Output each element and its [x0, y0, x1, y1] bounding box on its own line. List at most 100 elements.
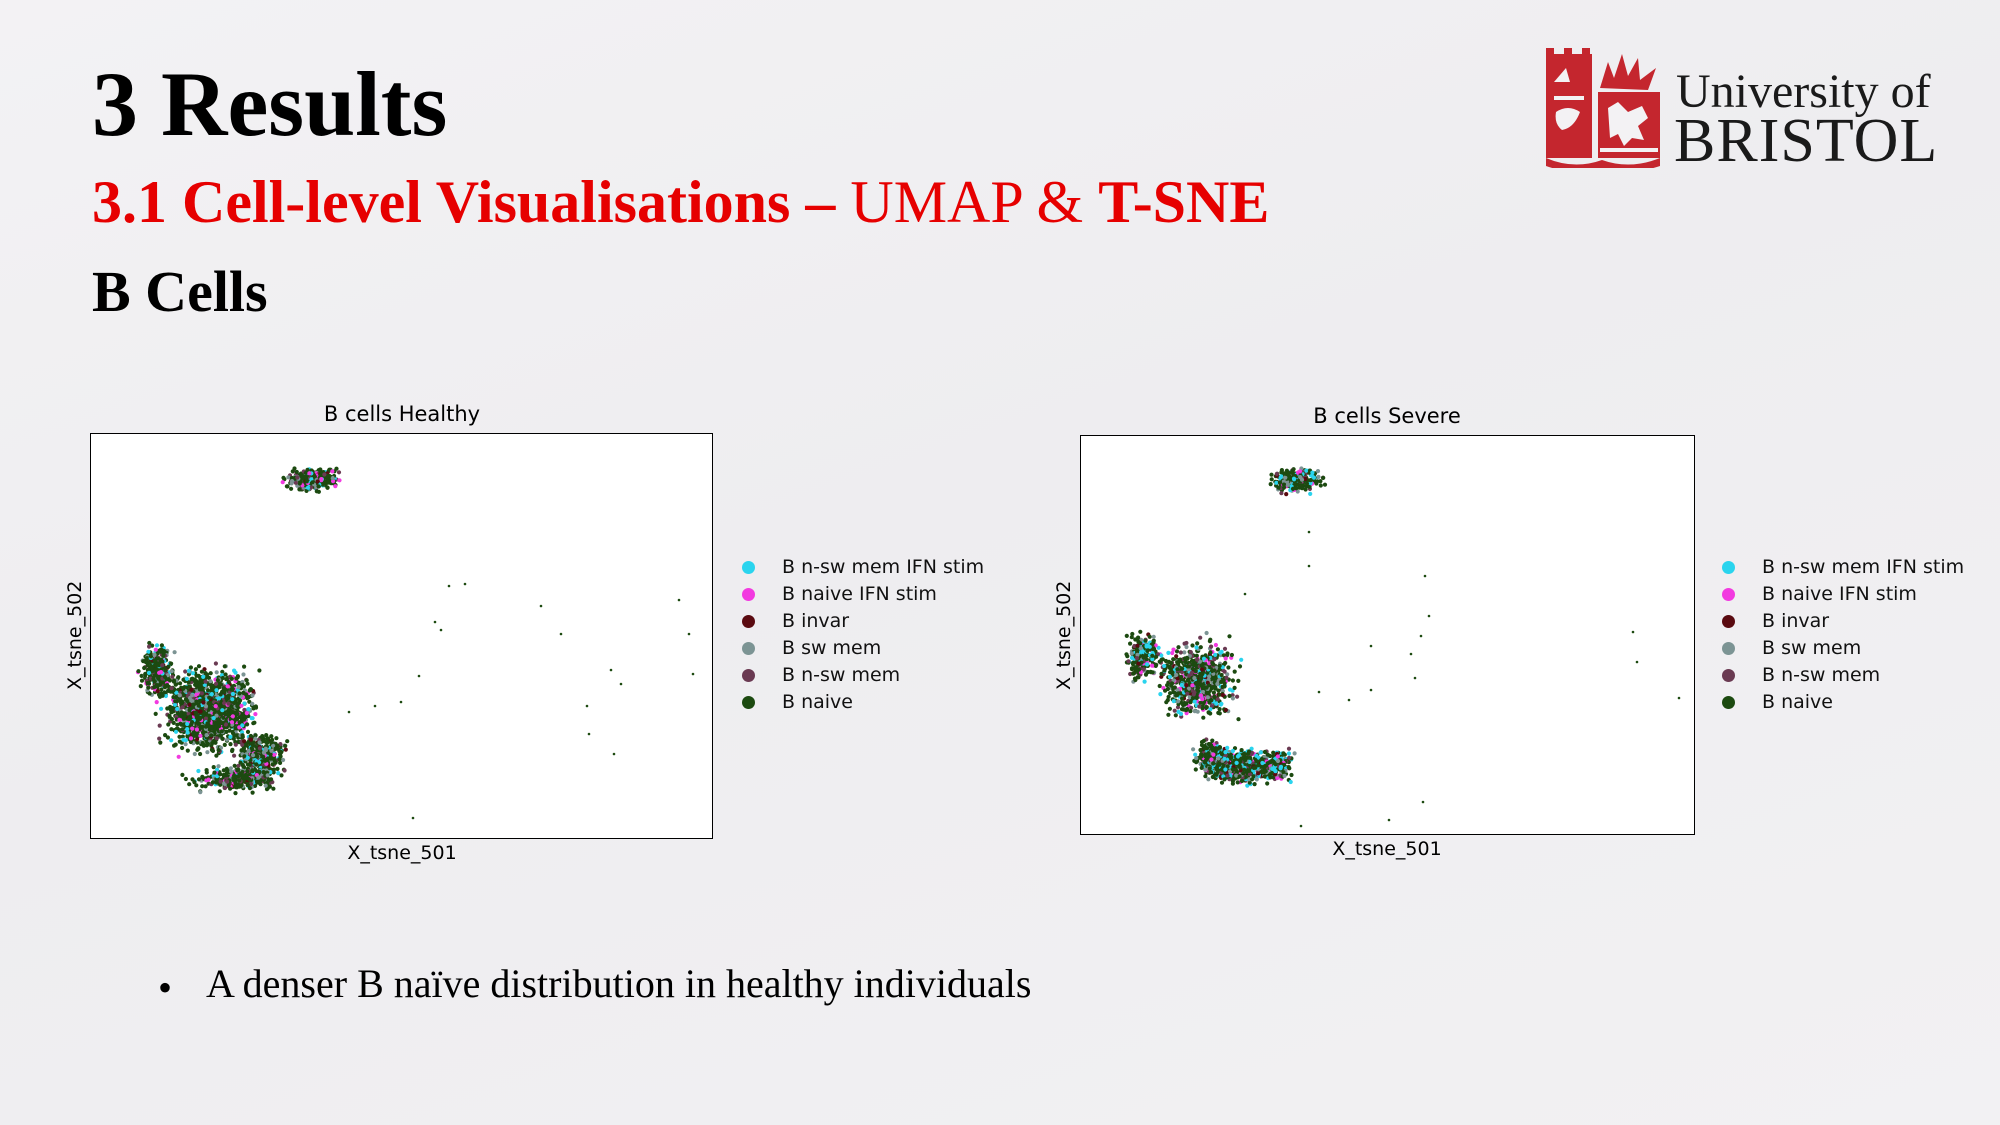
scatter-point [210, 741, 215, 746]
scatter-point [316, 489, 321, 494]
scatter-point [1304, 468, 1309, 473]
scatter-point [185, 721, 190, 727]
x-axis-label: X_tsne_501 [1332, 838, 1442, 860]
scatter-point [1256, 771, 1261, 776]
scatter-point [223, 672, 228, 677]
scatter-point [229, 676, 234, 681]
scatter-point [307, 471, 312, 476]
scatter-point [1225, 764, 1230, 769]
scatter-point [1170, 650, 1175, 656]
scatter-point [1150, 657, 1155, 662]
scatter-point [237, 773, 242, 778]
scatter-point [240, 734, 245, 740]
scatter-point [198, 709, 203, 714]
scatter-point [215, 678, 220, 683]
scatter-point [177, 734, 182, 739]
scatter-point [218, 779, 223, 784]
scatter-point [256, 775, 261, 780]
scatter-point [1275, 758, 1281, 764]
scatter-point [210, 780, 215, 785]
scatter-point [1147, 634, 1152, 639]
scatter-point [241, 690, 246, 695]
scatter-point [187, 708, 192, 713]
scatter-points [1124, 466, 1681, 828]
scatter-point [1299, 824, 1303, 828]
scatter-point [242, 701, 247, 706]
scatter-point [224, 696, 229, 701]
scatter-point [191, 731, 196, 736]
scatter-point [233, 670, 238, 675]
scatter-point [1174, 672, 1179, 678]
y-axis-label: X_tsne_502 [64, 580, 86, 690]
scatter-point [1179, 674, 1184, 679]
scatter-point [1284, 492, 1289, 497]
scatter-point [1215, 647, 1220, 652]
scatter-point [248, 737, 254, 742]
scatter-point [236, 685, 241, 690]
scatter-point [163, 667, 168, 673]
subtitle-bold-part-2: T-SNE [1098, 169, 1270, 235]
scatter-point [1308, 478, 1313, 483]
scatter-point [312, 474, 317, 479]
scatter-point [223, 712, 228, 717]
scatter-point [284, 484, 289, 489]
scatter-point [1192, 699, 1197, 704]
scatter-point [154, 700, 159, 705]
scatter-point [158, 657, 164, 662]
scatter-point [187, 702, 192, 707]
scatter-point [171, 678, 177, 683]
scatter-point [189, 677, 194, 682]
scatter-point [217, 696, 222, 701]
scatter-point [253, 733, 258, 738]
legend-marker [742, 642, 755, 655]
scatter-point [225, 737, 230, 742]
scatter-point [1167, 706, 1172, 711]
scatter-point [1283, 475, 1288, 480]
scatter-point [1171, 690, 1176, 695]
scatter-point [185, 748, 190, 753]
scatter-point [166, 722, 171, 727]
scatter-point [1175, 660, 1180, 665]
scatter-point [198, 751, 203, 757]
scatter-point [203, 784, 208, 789]
scatter-point [250, 768, 255, 773]
scatter-point [1166, 650, 1171, 655]
scatter-point [433, 620, 437, 624]
scatter-point [334, 466, 339, 471]
scatter-point [207, 713, 212, 718]
scatter-point [297, 481, 302, 486]
subtitle-normal-part: UMAP & [835, 169, 1099, 235]
slide-subtitle: 3.1 Cell-level Visualisations – UMAP & T… [92, 172, 1269, 232]
scatter-point [1256, 763, 1261, 768]
scatter-point [203, 716, 208, 721]
scatter-point [218, 682, 224, 687]
scatter-point [226, 679, 231, 685]
scatter-point [1136, 639, 1141, 644]
scatter-point [1212, 694, 1217, 699]
scatter-point [190, 777, 195, 782]
scatter-point [1219, 780, 1225, 785]
scatter-point [1635, 660, 1639, 664]
scatter-point [171, 720, 176, 725]
legend-marker [1722, 642, 1735, 655]
scatter-point [1230, 678, 1235, 683]
scatter-point [1275, 775, 1280, 781]
scatter-point [263, 783, 268, 788]
scatter-point [399, 700, 403, 704]
scatter-point [1259, 757, 1265, 762]
scatter-point [269, 734, 274, 739]
scatter-point [1208, 650, 1213, 655]
scatter-point [1191, 692, 1196, 697]
scatter-point [169, 669, 174, 674]
scatter-point [1190, 643, 1195, 648]
scatter-point [1255, 759, 1260, 764]
scatter-point [1216, 710, 1221, 715]
scatter-point [1211, 690, 1216, 695]
scatter-point [281, 475, 286, 480]
scatter-point [246, 707, 251, 712]
scatter-point [1207, 766, 1212, 771]
scatter-point [232, 763, 237, 768]
scatter-point [145, 663, 150, 668]
scatter-point [209, 692, 214, 697]
scatter-point [220, 736, 225, 741]
